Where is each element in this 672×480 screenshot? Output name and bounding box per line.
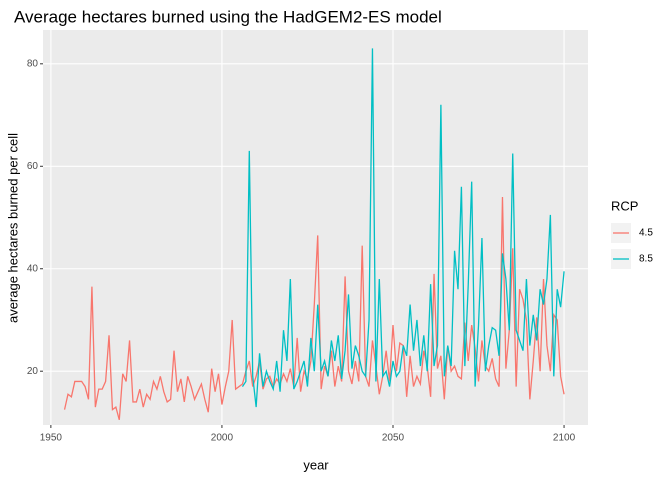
series-line xyxy=(241,48,565,408)
x-tick-label: 2100 xyxy=(553,433,576,444)
y-tick-label: 40 xyxy=(27,263,39,274)
legend-title: RCP xyxy=(611,198,638,213)
legend-label: 4.5 xyxy=(639,228,653,239)
y-axis-title: average hectares burned per cell xyxy=(5,133,20,323)
legend-label: 8.5 xyxy=(639,254,653,265)
y-tick-label: 80 xyxy=(27,58,39,69)
y-tick-label: 20 xyxy=(27,366,39,377)
series-line xyxy=(63,197,565,421)
x-tick-label: 1950 xyxy=(40,433,63,444)
x-tick-label: 2000 xyxy=(211,433,234,444)
y-tick-label: 60 xyxy=(27,161,39,172)
chart-title: Average hectares burned using the HadGEM… xyxy=(14,7,442,26)
x-tick-label: 2050 xyxy=(382,433,405,444)
x-axis-title: year xyxy=(303,457,329,472)
